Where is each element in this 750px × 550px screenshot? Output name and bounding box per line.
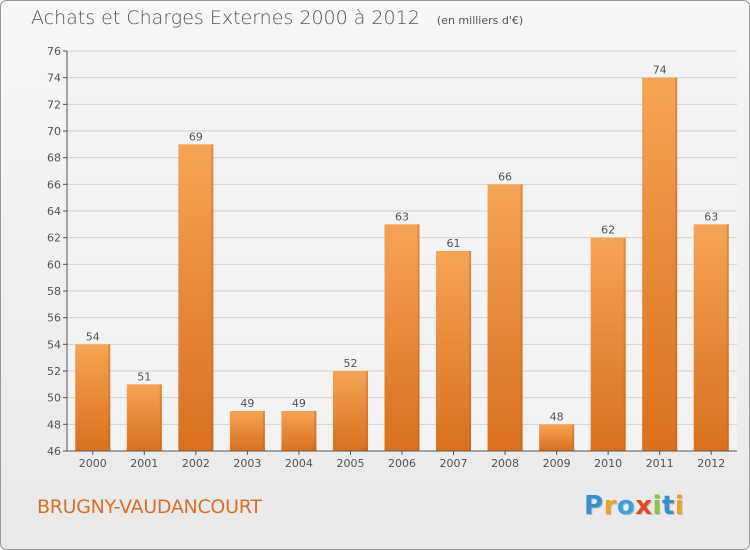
bar-value-label: 54	[86, 330, 100, 343]
y-tick-label: 54	[47, 338, 61, 351]
bar	[539, 424, 575, 451]
y-tick-label: 52	[47, 365, 61, 378]
bar-shade	[726, 224, 729, 451]
x-tick-label: 2006	[388, 457, 416, 470]
bar-shade	[314, 411, 317, 451]
bar-value-label: 52	[343, 357, 357, 370]
bar-value-label: 63	[395, 210, 409, 223]
proxiti-logo: Proxiti	[584, 491, 684, 521]
chart-unit: (en milliers d'€)	[436, 14, 524, 27]
chart-title: Achats et Charges Externes 2000 à 2012	[31, 7, 420, 29]
logo-letter: x	[635, 491, 653, 521]
bar-value-label: 62	[601, 224, 615, 237]
bar-shade	[675, 77, 678, 452]
y-tick-label: 58	[47, 285, 61, 298]
x-tick-label: 2007	[440, 457, 468, 470]
bar-value-label: 51	[137, 370, 151, 383]
y-tick-label: 56	[47, 312, 61, 325]
x-tick-label: 2003	[233, 457, 261, 470]
y-tick-label: 60	[47, 258, 61, 271]
logo-letter: r	[603, 491, 617, 521]
x-tick-label: 2005	[336, 457, 364, 470]
bar-shade	[417, 224, 420, 451]
y-tick-label: 48	[47, 418, 61, 431]
x-tick-label: 2000	[79, 457, 107, 470]
bars: 54 51 69 49 49 52 63 61 66 48 62 74 63	[75, 64, 729, 452]
bar-shade	[623, 237, 626, 451]
bar	[590, 237, 626, 451]
y-tick-label: 50	[47, 392, 61, 405]
logo-letter: P	[584, 491, 604, 521]
logo-letter: o	[616, 491, 636, 521]
logo-letter: i	[652, 491, 662, 521]
bar	[642, 77, 678, 452]
bar-value-label: 74	[653, 64, 667, 77]
y-tick-label: 62	[47, 232, 61, 245]
x-tick-label: 2009	[543, 457, 571, 470]
bar-shade	[211, 144, 214, 452]
bar	[332, 371, 368, 451]
bar-shade	[159, 384, 162, 451]
x-tick-label: 2004	[285, 457, 313, 470]
y-tick-label: 72	[47, 98, 61, 111]
bar	[487, 184, 523, 452]
x-tick-label: 2008	[491, 457, 519, 470]
bar-shade	[365, 371, 368, 451]
x-tick-label: 2011	[646, 457, 674, 470]
x-tick-label: 2010	[594, 457, 622, 470]
bar	[229, 411, 265, 451]
y-tick-label: 76	[47, 45, 61, 58]
bar-shade	[520, 184, 523, 452]
title-row: Achats et Charges Externes 2000 à 2012 (…	[31, 7, 523, 29]
bar-value-label: 49	[240, 397, 254, 410]
y-tick-label: 66	[47, 178, 61, 191]
bar-shade	[108, 344, 111, 451]
y-tick-label: 64	[47, 205, 61, 218]
y-tick-label: 68	[47, 152, 61, 165]
bar	[178, 144, 214, 452]
bar	[436, 251, 472, 451]
bar	[693, 224, 729, 451]
bar	[384, 224, 420, 451]
bar-value-label: 61	[447, 237, 461, 250]
bar-shade	[469, 251, 472, 451]
x-tick-label: 2002	[182, 457, 210, 470]
logo-letter: t	[661, 491, 675, 521]
bar-value-label: 63	[704, 210, 718, 223]
x-tick-label: 2001	[130, 457, 158, 470]
bar-value-label: 66	[498, 170, 512, 183]
bar	[75, 344, 111, 451]
y-tick-label: 70	[47, 125, 61, 138]
bar-shade	[262, 411, 265, 451]
logo-letter: i	[674, 491, 685, 521]
bar-value-label: 49	[292, 397, 306, 410]
commune-name: BRUGNY-VAUDANCOURT	[37, 496, 262, 518]
bar-value-label: 69	[189, 130, 203, 143]
y-tick-label: 74	[47, 72, 61, 85]
bar	[126, 384, 162, 451]
axes: 46 48 50 52 54 56 58 60 62 64 66 68 70 72 74 76 2000 2001…	[47, 45, 737, 470]
y-tick-label: 46	[47, 445, 61, 458]
x-tick-label: 2012	[697, 457, 725, 470]
bar-value-label: 48	[550, 410, 564, 423]
bar	[281, 411, 317, 451]
bar-shade	[572, 424, 575, 451]
